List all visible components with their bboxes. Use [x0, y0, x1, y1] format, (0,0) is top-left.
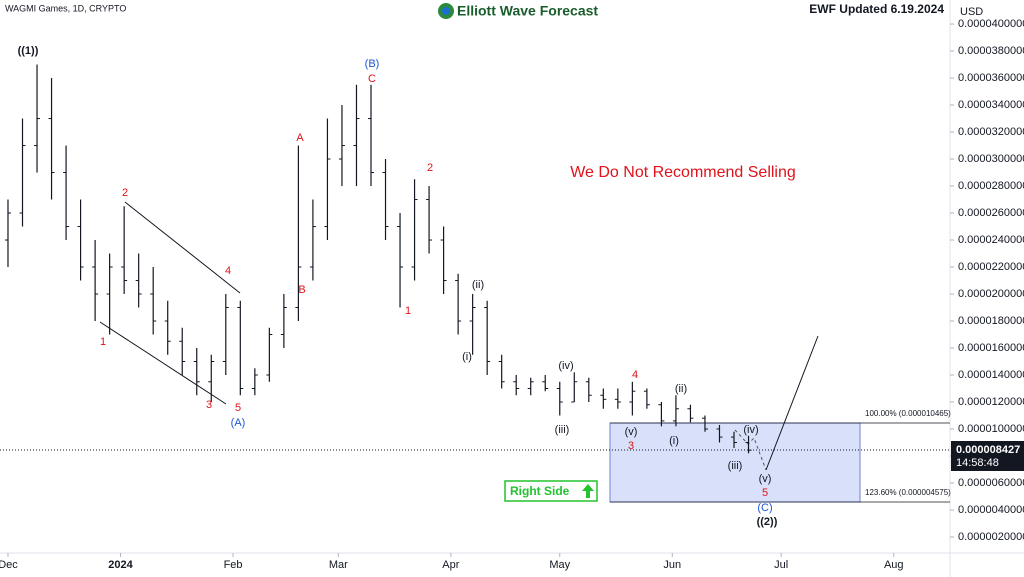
y-tick-label: 0.0000060000	[958, 477, 1024, 489]
wave-label: 5	[762, 487, 768, 499]
channel-line	[124, 201, 241, 294]
brand: Elliott Wave Forecast	[457, 3, 598, 19]
y-tick-label: 0.0000320000	[958, 126, 1024, 138]
wave-label: A	[296, 132, 304, 144]
wave-label: 5	[235, 402, 241, 414]
wave-label: (A)	[231, 417, 246, 429]
x-tick-label: 2024	[108, 559, 133, 571]
y-tick-label: 0.0000180000	[958, 315, 1024, 327]
y-tick-label: 0.0000160000	[958, 342, 1024, 354]
currency: USD	[960, 6, 983, 18]
wave-label: 2	[122, 187, 128, 199]
update-note: EWF Updated 6.19.2024	[809, 2, 944, 16]
chart-title: WAGMI Games, 1D, CRYPTO	[5, 3, 126, 13]
wave-label: (i)	[462, 351, 472, 363]
y-tick-label: 0.0000260000	[958, 207, 1024, 219]
x-tick-label: Apr	[442, 559, 459, 571]
wave-label: (B)	[365, 58, 380, 70]
last-price-label: 0.000008427	[956, 444, 1020, 456]
x-tick-label: Feb	[224, 559, 243, 571]
y-tick-label: 0.0000280000	[958, 180, 1024, 192]
x-tick-label: Aug	[884, 559, 904, 571]
wave-label: 1	[405, 305, 411, 317]
y-tick-label: 0.0000020000	[958, 531, 1024, 543]
y-tick-label: 0.0000220000	[958, 261, 1024, 273]
wave-label: C	[368, 73, 376, 85]
arrow-icon	[582, 484, 594, 498]
projection-dashed	[734, 429, 767, 471]
y-tick-label: 0.0000240000	[958, 234, 1024, 246]
wave-label: (v)	[759, 473, 772, 485]
wave-label: 3	[206, 399, 212, 411]
wave-label: 2	[427, 162, 433, 174]
y-tick-label: 0.0000200000	[958, 288, 1024, 300]
y-tick-label: 0.0000400000	[958, 18, 1024, 30]
wave-label: (i)	[669, 435, 679, 447]
y-tick-label: 0.0000120000	[958, 396, 1024, 408]
x-tick-label: Jun	[663, 559, 681, 571]
x-tick-label: Mar	[329, 559, 348, 571]
x-tick-label: Jul	[774, 559, 788, 571]
wave-label: 4	[632, 369, 638, 381]
countdown: 14:58:48	[956, 457, 999, 469]
fib-label: 100.00% (0.000010465)	[865, 409, 951, 418]
logo-icon	[442, 7, 450, 15]
wave-label: (C)	[757, 502, 772, 514]
wave-label: (iii)	[555, 424, 570, 436]
wave-label: 4	[225, 265, 231, 277]
channel-line	[99, 321, 227, 405]
y-tick-label: 0.0000100000	[958, 423, 1024, 435]
right-side-button	[504, 480, 598, 502]
wave-label: (v)	[625, 426, 638, 438]
headline: We Do Not Recommend Selling	[570, 164, 796, 181]
wave-label: 3	[628, 440, 634, 452]
projection-line	[765, 335, 819, 471]
fib-label: 123.60% (0.000004575)	[865, 488, 951, 497]
wave-label: (ii)	[675, 383, 687, 395]
wave-label: 1	[100, 336, 106, 348]
y-tick-label: 0.0000340000	[958, 99, 1024, 111]
wave-label: ((2))	[757, 516, 778, 528]
wave-label: (iv)	[743, 424, 758, 436]
right-side-label: Right Side	[510, 484, 570, 498]
wave-label: B	[298, 284, 305, 296]
y-tick-label: 0.0000380000	[958, 45, 1024, 57]
wave-label: ((1))	[18, 45, 39, 57]
y-tick-label: 0.0000040000	[958, 504, 1024, 516]
y-tick-label: 0.0000140000	[958, 369, 1024, 381]
x-tick-label: May	[549, 559, 570, 571]
last-price-box	[951, 441, 1024, 471]
y-tick-label: 0.0000300000	[958, 153, 1024, 165]
y-tick-label: 0.0000360000	[958, 72, 1024, 84]
wave-label: (iv)	[558, 360, 573, 372]
x-tick-label: Dec	[0, 559, 18, 571]
wave-label: (ii)	[472, 279, 484, 291]
fib-box	[609, 422, 861, 503]
wave-label: (iii)	[728, 460, 743, 472]
